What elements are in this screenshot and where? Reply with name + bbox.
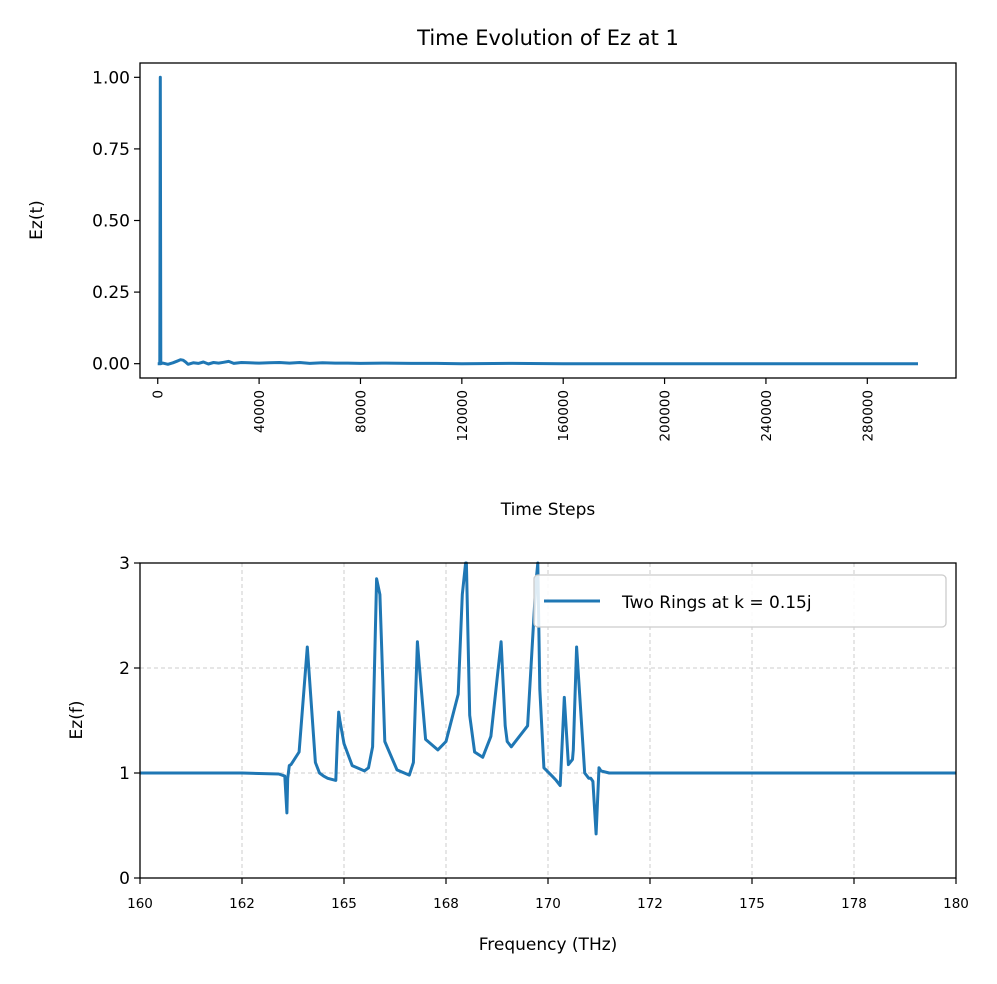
chart2-ytick-label: 0 <box>119 869 130 889</box>
frequency-chart: 0 1 2 3 160 162 165 168 170 172 175 178 180 Two Ring… <box>67 554 969 955</box>
legend-entry-label: Two Rings at k = 0.15j <box>621 593 812 613</box>
chart2-xtick-label: 180 <box>943 896 969 912</box>
chart1-series-line <box>157 75 918 366</box>
chart1-xtick-label: 160000 <box>556 390 572 442</box>
chart2-xtick-label: 160 <box>127 896 153 912</box>
chart1-ylabel: Ez(t) <box>27 200 47 240</box>
chart2-xtick-label: 172 <box>637 896 663 912</box>
chart1-ticks: 0.00 0.25 0.50 0.75 1.00 0 40000 80000 120000 160… <box>92 68 876 441</box>
chart2-ytick-label: 2 <box>119 659 130 679</box>
chart1-xtick-label: 280000 <box>860 390 876 442</box>
chart1-title: Time Evolution of Ez at 1 <box>416 26 679 50</box>
chart2-legend: Two Rings at k = 0.15j <box>533 574 947 628</box>
chart2-xlabel: Frequency (THz) <box>479 935 618 955</box>
time-evolution-chart: 0.00 0.25 0.50 0.75 1.00 0 40000 80000 120000 160… <box>27 26 957 520</box>
chart2-ticks: 0 1 2 3 160 162 165 168 170 172 175 178 180 <box>119 554 969 912</box>
chart1-ytick-label: 0.00 <box>92 355 130 375</box>
chart2-series-line <box>140 561 956 836</box>
chart1-xlabel: Time Steps <box>500 500 596 520</box>
chart2-xtick-label: 175 <box>739 896 765 912</box>
chart1-axes-frame <box>139 62 957 379</box>
chart1-xtick-label: 200000 <box>658 390 674 442</box>
chart1-xtick-label: 120000 <box>455 390 471 442</box>
chart2-xtick-label: 178 <box>841 896 867 912</box>
chart2-xtick-label: 162 <box>229 896 255 912</box>
chart1-xtick-label: 0 <box>151 390 167 399</box>
legend-box <box>533 574 947 628</box>
chart2-axes-frame <box>139 562 957 879</box>
chart2-xtick-label: 170 <box>535 896 561 912</box>
chart1-xtick-label: 80000 <box>353 390 369 433</box>
chart2-ytick-label: 1 <box>119 764 130 784</box>
chart1-ytick-label: 0.75 <box>92 140 130 160</box>
chart1-xtick-label: 40000 <box>252 390 268 433</box>
chart1-ytick-label: 0.25 <box>92 283 130 303</box>
chart2-ytick-label: 3 <box>119 554 130 574</box>
chart2-ylabel: Ez(f) <box>67 701 87 740</box>
chart1-xtick-label: 240000 <box>759 390 775 442</box>
chart1-ytick-label: 0.50 <box>92 212 130 232</box>
chart1-ytick-label: 1.00 <box>92 68 130 88</box>
chart2-xtick-label: 165 <box>331 896 357 912</box>
chart2-xtick-label: 168 <box>433 896 459 912</box>
